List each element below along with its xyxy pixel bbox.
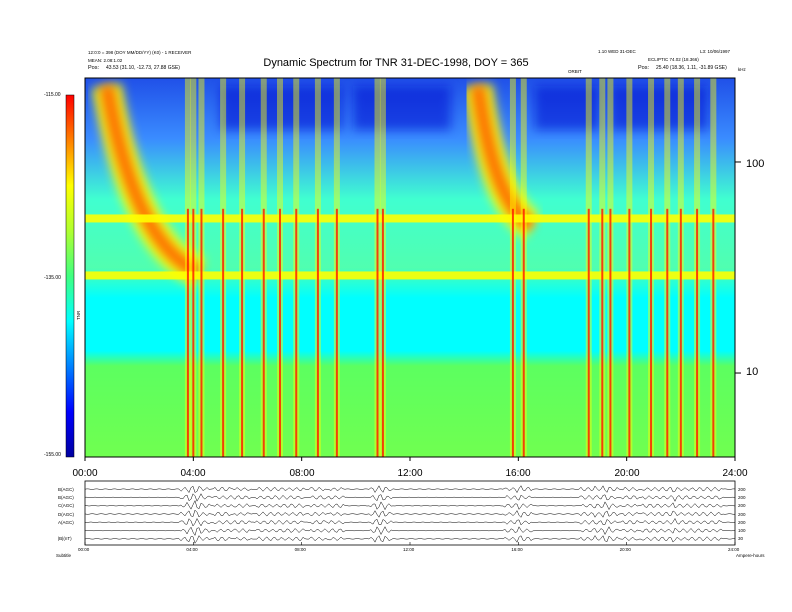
x-tick-3: 12:00 (397, 468, 423, 479)
impulsive-line-10 (376, 208, 379, 457)
y-tick-10: 10 (746, 366, 759, 378)
chart-title: Dynamic Spectrum for TNR 31-DEC-1998, DO… (263, 57, 529, 69)
x-tick-6: 24:00 (722, 468, 748, 479)
dark-region-3 (610, 86, 708, 130)
header-right-pos-value: 25.40 (18.36, 1.11, -31.89 GSE) (656, 65, 727, 71)
bottom-x-tick-4: 16:00 (511, 547, 523, 552)
spectrogram-features (85, 78, 735, 457)
burst-core-0 (99, 84, 202, 279)
channel-trace-0 (84, 485, 736, 494)
bottom-x-tick-6: 24:00 (728, 547, 740, 552)
x-tick-5: 20:00 (614, 468, 640, 479)
bottom-x-tick-5: 20:00 (619, 547, 631, 552)
x-tick-2: 08:00 (289, 468, 315, 479)
channel-value-5: 100 (738, 528, 746, 534)
colorbar-tick-bottom: -155.00 (44, 452, 61, 458)
channel-trace-3 (84, 509, 735, 518)
header-right-pos-label: Pos: (638, 65, 650, 71)
channel-trace-6 (84, 535, 736, 544)
channel-label-3: D(AGC) (58, 511, 74, 517)
header-right-line3: ECLIPTIC 74.02 (18.366) (648, 57, 699, 62)
channel-value-3: 200 (738, 511, 746, 517)
colorbar (65, 94, 75, 458)
impulsive-line-5 (262, 208, 265, 457)
header-right-marker: ORBIT (568, 69, 582, 74)
header-left-pos-label: Pos: (88, 65, 100, 71)
channel-label-1: B(AGC) (58, 494, 74, 500)
channel-trace-5 (84, 526, 736, 536)
impulsive-line-2 (200, 208, 203, 457)
header-right-line1: 1.10 WED 31-DEC (598, 49, 636, 54)
bottom-footer-right: Ampere-hours (736, 553, 765, 558)
dark-region-0 (220, 86, 343, 130)
impulsive-line-3 (222, 208, 225, 457)
impulsive-line-7 (295, 208, 298, 457)
x-tick-0: 00:00 (72, 468, 98, 479)
channel-value-2: 200 (738, 503, 746, 509)
dark-region-1 (353, 86, 451, 130)
header-left-pos-value: 43.53 (31.10, -12.73, 27.88 GSE) (106, 65, 180, 71)
channel-label-2: C(AGC) (58, 503, 74, 509)
impulsive-line-4 (241, 208, 244, 457)
impulsive-line-1 (192, 208, 195, 457)
dark-region-2 (534, 86, 600, 130)
impulsive-line-0 (186, 208, 189, 457)
impulsive-line-14 (587, 208, 590, 457)
bottom-x-tick-0: 00:00 (78, 547, 90, 552)
colorbar-tick-top: -115.00 (44, 92, 61, 98)
impulsive-line-6 (279, 208, 281, 457)
bottom-x-tick-3: 12:00 (403, 547, 415, 552)
bottom-x-tick-2: 08:00 (294, 547, 306, 552)
impulsive-line-12 (511, 208, 514, 457)
channel-value-6: 30 (738, 536, 744, 542)
bottom-x-tick-1: 04:00 (186, 547, 198, 552)
channel-label-0: B(AGC) (58, 486, 74, 492)
impulsive-line-15 (601, 208, 604, 457)
channel-trace-2 (84, 499, 736, 511)
channel-value-4: 200 (738, 519, 746, 525)
impulsive-line-16 (609, 208, 612, 457)
y-tick-100: 100 (746, 158, 765, 170)
impulsive-line-20 (679, 208, 682, 457)
x-tick-1: 04:00 (180, 468, 206, 479)
impulsive-line-17 (628, 208, 631, 457)
x-tick-4: 16:00 (505, 468, 531, 479)
impulsive-line-8 (316, 208, 319, 457)
channel-trace-4 (84, 517, 736, 527)
band-upper (85, 214, 735, 223)
header-left-line1: 12:0:0 = 398 (DOY MM/DD/YY) (K0) - 1 REC… (88, 50, 192, 55)
colorbar-tick-mid: -135.00 (44, 275, 61, 281)
impulsive-line-22 (712, 208, 715, 457)
channel-value-1: 200 (738, 494, 746, 500)
unit-label: kHz (738, 67, 746, 72)
impulsive-line-19 (666, 208, 669, 457)
channel-label-4: A(AGC) (58, 519, 74, 525)
impulsive-line-18 (650, 208, 653, 457)
band-lower (85, 271, 735, 280)
channel-trace-1 (84, 493, 736, 502)
impulsive-line-21 (696, 208, 699, 457)
impulsive-line-11 (381, 208, 384, 457)
channel-label-6: |B|(nT) (58, 536, 72, 542)
channel-value-0: 200 (738, 486, 746, 492)
bottom-footer-left: Subtitle (56, 553, 72, 558)
impulsive-line-9 (335, 208, 338, 457)
header-left-line2: MEAN: 2.08:1.02 (88, 58, 123, 63)
header-right-line2: L3: 10/06/1997 (700, 49, 731, 54)
impulsive-line-13 (522, 208, 525, 457)
